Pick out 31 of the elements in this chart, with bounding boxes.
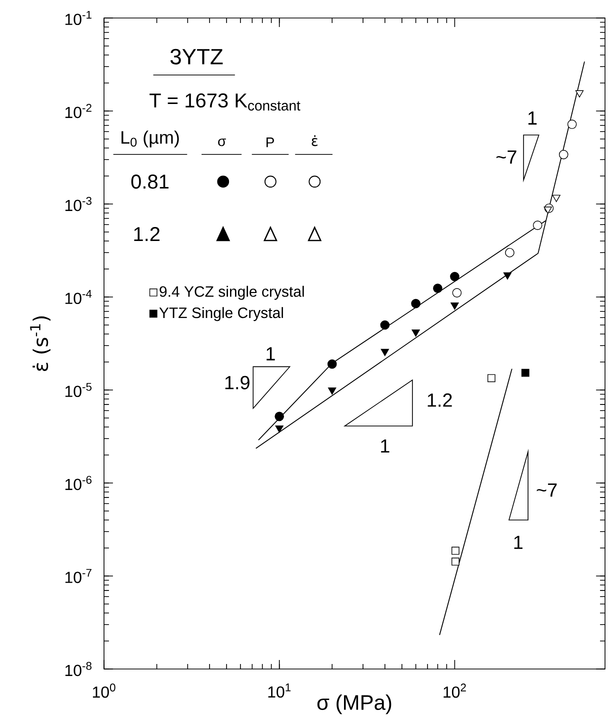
y-axis-title: ε̇ (s$^{-1}$)	[30, 316, 50, 372]
annotation: ε̇	[312, 135, 318, 146]
annotation: P	[266, 138, 274, 148]
y-tick-label: 10$^{-2}$	[65, 104, 92, 118]
x-tick-label: 10$^{2}$	[444, 684, 466, 698]
legend-title: 3YTZ	[170, 48, 223, 64]
y-tick-label: 10$^{-6}$	[65, 476, 92, 490]
annotation: ~7	[536, 484, 557, 497]
annotation: 1.2	[134, 227, 160, 241]
annotation: ~7	[496, 150, 516, 164]
y-tick-label: 10$^{-1}$	[65, 10, 92, 26]
annotation: σ	[218, 138, 226, 146]
annotation: 1.2	[428, 393, 452, 407]
annotation: 1	[528, 112, 537, 125]
annotation: 1	[381, 439, 390, 453]
y-tick-label: 10$^{-7}$	[65, 568, 92, 584]
x-axis-title: σ (MPa)	[317, 694, 392, 714]
y-tick-label: 10$^{-5}$	[65, 382, 92, 398]
annotation: T = 1673 K$_{constant}$	[150, 93, 300, 111]
legend-label: YTZ Single Crystal	[159, 307, 283, 322]
legend-label: 9.4 YCZ single crystal	[160, 286, 304, 300]
x-tick-label: 10$^{1}$	[268, 684, 291, 698]
annotation: 1	[514, 536, 522, 549]
annotation: 1	[266, 347, 275, 360]
y-tick-label: 10$^{-3}$	[65, 196, 92, 212]
annotation: L$_{0}$ (µm)	[122, 130, 179, 148]
x-tick-label: 10$^{0}$	[92, 684, 116, 698]
y-tick-label: 10$^{-8}$	[65, 662, 92, 676]
y-tick-label: 10$^{-4}$	[65, 290, 92, 304]
annotation: 1.9	[225, 376, 250, 390]
annotation: 0.81	[131, 174, 168, 189]
